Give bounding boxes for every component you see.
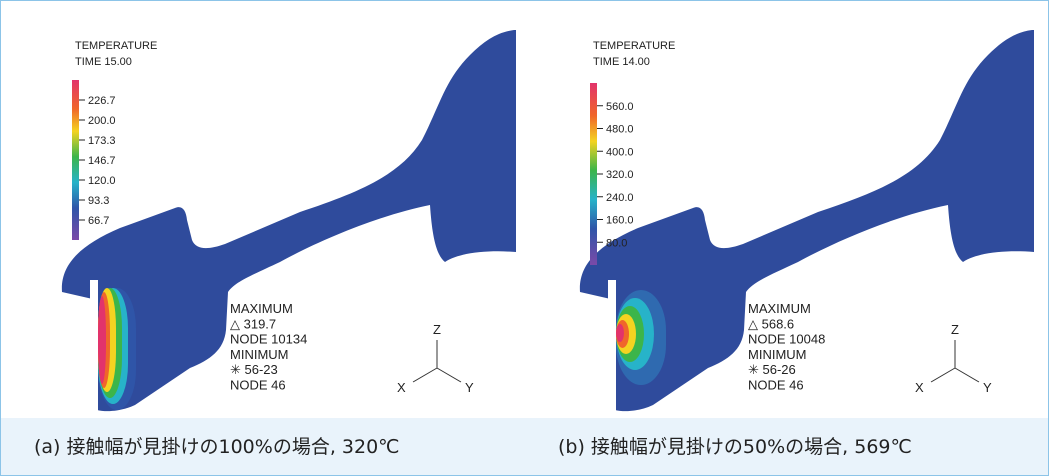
- figure: TEMPERATURE TIME 15.00 226.7 200.0 173.3 146.…: [0, 0, 1049, 476]
- colorbar-label: 80.0: [606, 237, 627, 249]
- colorbar-label: 120.0: [88, 175, 116, 187]
- axis-z: Z: [951, 322, 959, 337]
- axis-z: Z: [433, 322, 441, 337]
- colorbar-label: 240.0: [606, 192, 634, 204]
- axis-y: Y: [983, 380, 992, 395]
- axis-x: X: [397, 380, 406, 395]
- colorbar-label: 400.0: [606, 146, 634, 158]
- extreme-info: MAXIMUM: [748, 301, 811, 316]
- extreme-info: △ 319.7: [230, 316, 276, 331]
- hot-clip: [90, 280, 98, 415]
- colorbar-label: 560.0: [606, 101, 634, 113]
- plot-time: TIME 15.00: [75, 56, 132, 68]
- extreme-info: MINIMUM: [230, 347, 289, 362]
- caption: (b) 接触幅が見掛けの50%の場合, 569℃: [558, 436, 912, 458]
- plot-time: TIME 14.00: [593, 56, 650, 68]
- plot-title: TEMPERATURE: [75, 40, 157, 52]
- axis-y: Y: [465, 380, 474, 395]
- extreme-info: NODE 46: [748, 378, 804, 393]
- extreme-info: ✳ 56-26: [748, 362, 796, 377]
- hot-clip: [608, 280, 616, 415]
- colorbar-label: 173.3: [88, 135, 116, 147]
- colorbar-label: 200.0: [88, 115, 116, 127]
- colorbar-label: 146.7: [88, 155, 116, 167]
- colorbar: [72, 80, 79, 240]
- colorbar-label: 226.7: [88, 95, 116, 107]
- extreme-info: NODE 10048: [748, 332, 825, 347]
- extreme-info: MAXIMUM: [230, 301, 293, 316]
- extreme-info: NODE 46: [230, 378, 286, 393]
- extreme-info: ✳ 56-23: [230, 362, 278, 377]
- colorbar-label: 160.0: [606, 215, 634, 227]
- hot-zone: [616, 324, 624, 342]
- extreme-info: MINIMUM: [748, 347, 807, 362]
- colorbar-label: 320.0: [606, 169, 634, 181]
- axis-x: X: [915, 380, 924, 395]
- extreme-info: NODE 10134: [230, 332, 307, 347]
- colorbar: [590, 83, 597, 265]
- caption: (a) 接触幅が見掛けの100%の場合, 320℃: [34, 436, 400, 458]
- colorbar-label: 93.3: [88, 195, 109, 207]
- extreme-info: △ 568.6: [748, 316, 794, 331]
- hot-zone: [98, 296, 106, 384]
- colorbar-label: 480.0: [606, 124, 634, 136]
- colorbar-label: 66.7: [88, 215, 109, 227]
- plot-title: TEMPERATURE: [593, 40, 675, 52]
